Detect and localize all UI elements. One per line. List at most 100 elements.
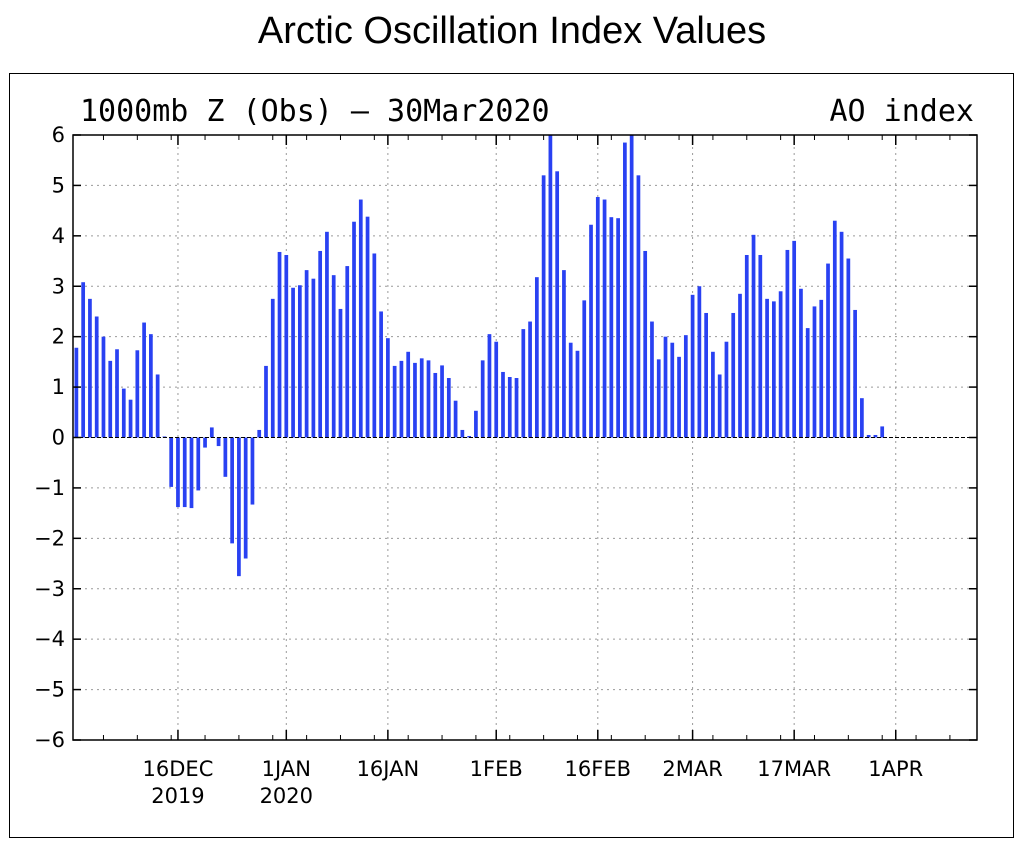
bar — [494, 341, 499, 438]
bar — [379, 311, 383, 438]
bar — [582, 300, 587, 438]
bar — [643, 250, 648, 438]
grid-lines — [73, 135, 977, 740]
bar — [182, 437, 187, 508]
x-tick-label: 1JAN — [262, 757, 311, 781]
bar — [534, 277, 539, 438]
bar — [216, 437, 221, 447]
bar — [487, 334, 492, 438]
y-tick-label: 6 — [52, 123, 65, 147]
axis-ticks — [73, 134, 977, 741]
bar — [325, 231, 329, 438]
bar — [169, 437, 174, 487]
bar — [318, 250, 323, 438]
bar — [629, 135, 634, 438]
x-tick-label: 1FEB — [470, 757, 523, 781]
y-tick-label: −6 — [34, 728, 65, 752]
bar — [101, 336, 106, 438]
bar — [677, 356, 681, 438]
bar — [636, 175, 641, 438]
bar — [548, 135, 553, 438]
bar — [799, 288, 803, 438]
bar — [108, 360, 113, 438]
bar — [142, 322, 146, 438]
bar — [81, 282, 86, 438]
bar — [819, 299, 824, 438]
bar — [189, 437, 194, 509]
bar — [528, 321, 532, 438]
bar — [94, 316, 99, 438]
bar — [765, 298, 769, 438]
bar — [392, 365, 397, 438]
bar — [555, 171, 560, 438]
bar — [386, 338, 390, 438]
bar — [196, 437, 201, 491]
bar — [237, 437, 241, 577]
bar — [683, 335, 688, 438]
bar — [264, 365, 268, 438]
bar — [419, 358, 424, 438]
bar — [155, 374, 160, 438]
bar — [399, 360, 404, 438]
bar — [115, 349, 119, 438]
bar — [501, 371, 505, 438]
bar — [738, 293, 742, 438]
bar — [209, 427, 214, 438]
bar — [521, 329, 526, 438]
x-tick-label: 16JAN — [357, 757, 420, 781]
bar — [74, 347, 79, 438]
bar — [744, 254, 749, 438]
bar — [257, 429, 262, 438]
bar — [203, 437, 207, 448]
y-tick-label: −5 — [34, 678, 65, 702]
x-tick-label: 2MAR — [662, 757, 722, 781]
bar — [413, 362, 417, 438]
bar — [176, 437, 180, 508]
bar — [352, 221, 356, 438]
y-tick-label: −2 — [34, 526, 65, 550]
bar — [507, 377, 512, 438]
bar — [697, 286, 702, 438]
bar — [338, 308, 343, 438]
x-tick-label: 16DEC — [143, 757, 214, 781]
bar — [311, 278, 316, 438]
bar — [135, 350, 140, 438]
x-tick-label-year: 2019 — [151, 784, 204, 808]
bar — [724, 341, 729, 438]
bar — [711, 351, 715, 438]
bar — [284, 254, 289, 438]
bar — [568, 342, 573, 438]
bar — [358, 199, 363, 438]
bar — [331, 275, 336, 438]
bars — [74, 135, 885, 577]
bar — [832, 220, 837, 438]
bar — [650, 321, 654, 438]
y-tick-label: 5 — [52, 173, 65, 197]
chart-title: 1000mb Z (Obs) – 30Mar2020 — [80, 94, 550, 129]
bar — [623, 142, 627, 438]
bar — [297, 285, 302, 438]
x-tick-label: 16FEB — [565, 757, 631, 781]
bar — [426, 360, 431, 438]
bar — [860, 398, 864, 438]
bar — [480, 360, 485, 438]
bar — [541, 175, 546, 438]
bar — [758, 254, 763, 438]
x-tick-label: 17MAR — [757, 757, 831, 781]
bar — [128, 399, 133, 438]
bar — [880, 426, 885, 438]
bar — [453, 400, 458, 438]
bar — [589, 224, 593, 438]
bar — [304, 270, 309, 438]
bar — [805, 328, 810, 438]
bar — [514, 378, 519, 438]
bar — [839, 231, 844, 438]
bar — [812, 306, 817, 438]
bar — [277, 251, 282, 438]
bar — [704, 312, 709, 438]
y-tick-label: 3 — [52, 274, 65, 298]
bar — [663, 336, 668, 438]
bar — [616, 218, 620, 438]
bar — [866, 434, 871, 438]
